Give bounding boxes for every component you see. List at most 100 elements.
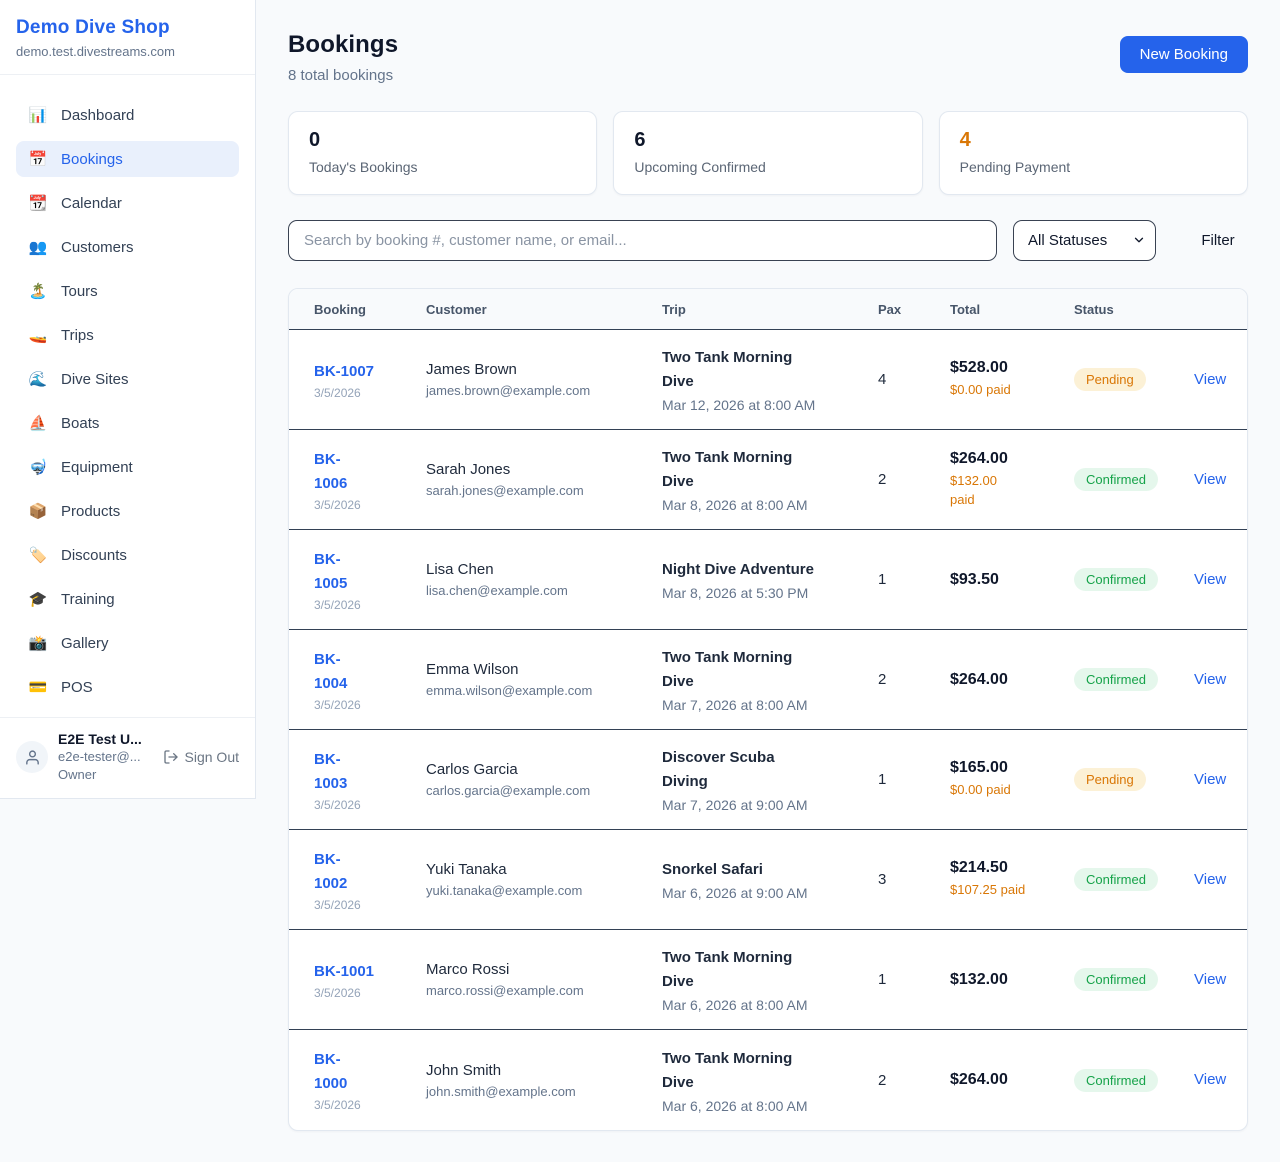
paid-amount: $107.25 paid [950,882,1026,898]
sidebar-item-label: Trips [61,326,94,344]
view-link[interactable]: View [1194,970,1227,988]
booking-id-link[interactable]: BK- 1004 [314,650,348,692]
trip-cell: Snorkel Safari Mar 6, 2026 at 9:00 AM [662,858,878,901]
stat-label: Today's Bookings [309,159,418,175]
page-title: Bookings [288,31,399,58]
stat-value: 6 [634,129,646,151]
trip-name: Two Tank Morning Dive [662,949,793,990]
sidebar-item-equipment[interactable]: 🤿 Equipment [16,449,239,485]
brand-name[interactable]: Demo Dive Shop [16,17,170,38]
total-cell: $132.00 [950,971,1074,989]
booking-id-link[interactable]: BK- 1005 [314,550,348,592]
sign-out-label: Sign Out [184,749,239,766]
pax-count: 1 [878,971,887,988]
customer-cell: Sarah Jones sarah.jones@example.com [426,461,662,498]
table-row: BK- 1000 3/5/2026 John Smith john.smith@exa… [289,1030,1247,1130]
total-cell: $93.50 [950,571,1074,589]
stat-card-pending-payment: 4 Pending Payment [938,111,1248,195]
credit-card-icon: 💳 [28,679,48,696]
actions-cell: View [1194,771,1231,789]
total-amount: $264.00 [950,670,1008,688]
sidebar-item-customers[interactable]: 👥 Customers [16,229,239,265]
view-link[interactable]: View [1194,470,1227,488]
booking-id-link[interactable]: BK- 1002 [314,850,348,892]
total-amount: $214.50 [950,859,1008,877]
customer-email: carlos.garcia@example.com [426,783,591,798]
user-info: E2E Test U... e2e-tester@... Owner [58,730,142,784]
search-input[interactable] [288,220,997,261]
sidebar-item-dive-sites[interactable]: 🌊 Dive Sites [16,361,239,397]
stat-card-upcoming-confirmed: 6 Upcoming Confirmed [613,111,923,195]
total-amount: $132.00 [950,970,1008,988]
view-link[interactable]: View [1194,570,1227,588]
view-link[interactable]: View [1194,370,1227,388]
customer-email: marco.rossi@example.com [426,983,584,998]
sidebar-item-trips[interactable]: 🚤 Trips [16,317,239,353]
customer-cell: Emma Wilson emma.wilson@example.com [426,661,662,698]
booking-date: 3/5/2026 [314,697,361,712]
table-row: BK-1001 3/5/2026 Marco Rossi marco.rossi@ex… [289,930,1247,1030]
paid-amount: $0.00 paid [950,382,1011,398]
sidebar-item-label: Equipment [61,458,133,476]
customer-name: Carlos Garcia [426,761,518,778]
booking-cell: BK- 1003 3/5/2026 [314,748,426,812]
filter-button[interactable]: Filter [1201,232,1235,249]
trip-name: Two Tank Morning Dive [662,349,793,390]
booking-id-link[interactable]: BK- 1006 [314,450,348,492]
actions-cell: View [1194,671,1231,689]
booking-date: 3/5/2026 [314,985,361,1000]
view-link[interactable]: View [1194,1071,1227,1088]
trip-name: Night Dive Adventure [662,561,814,578]
view-link[interactable]: View [1194,670,1227,688]
status-badge: Confirmed [1074,868,1158,891]
user-icon [25,749,39,765]
customer-name: Lisa Chen [426,561,494,578]
booking-cell: BK-1007 3/5/2026 [314,360,426,400]
total-amount: $165.00 [950,759,1008,777]
trip-name: Two Tank Morning Dive [662,449,793,490]
stat-label: Pending Payment [959,159,1071,175]
user-role: Owner [58,767,97,783]
wave-icon: 🌊 [28,371,48,388]
pax-count: 3 [878,871,887,888]
booking-id-link[interactable]: BK- 1000 [314,1051,348,1092]
diving-mask-icon: 🤿 [28,459,48,476]
new-booking-button[interactable]: New Booking [1119,36,1248,73]
booking-id-link[interactable]: BK-1007 [314,362,375,380]
brand-block: Demo Dive Shop demo.test.divestreams.com [0,0,255,75]
sidebar-item-boats[interactable]: ⛵ Boats [16,405,239,441]
sidebar-item-discounts[interactable]: 🏷️ Discounts [16,537,239,573]
sidebar-item-pos[interactable]: 💳 POS [16,669,239,705]
calendar-icon: 📆 [28,195,48,212]
trip-datetime: Mar 6, 2026 at 8:00 AM [662,997,808,1013]
sidebar-item-dashboard[interactable]: 📊 Dashboard [16,97,239,133]
view-link[interactable]: View [1194,770,1227,788]
status-cell: Confirmed [1074,568,1194,591]
total-cell: $264.00 [950,671,1074,689]
trip-datetime: Mar 6, 2026 at 8:00 AM [662,1097,808,1114]
customer-name: Emma Wilson [426,661,519,678]
column-header-trip: Trip [662,301,686,317]
sidebar-item-products[interactable]: 📦 Products [16,493,239,529]
booking-id-link[interactable]: BK- 1003 [314,750,348,792]
view-link[interactable]: View [1194,870,1227,888]
actions-cell: View [1194,971,1231,989]
people-icon: 👥 [28,239,48,256]
sidebar-item-label: Gallery [61,634,109,652]
total-cell: $214.50 $107.25 paid [950,859,1074,900]
status-cell: Pending [1074,368,1194,391]
booking-id-link[interactable]: BK-1001 [314,962,375,980]
sidebar-item-training[interactable]: 🎓 Training [16,581,239,617]
sidebar-item-calendar[interactable]: 📆 Calendar [16,185,239,221]
status-badge: Pending [1074,368,1146,391]
trip-cell: Two Tank Morning Dive Mar 6, 2026 at 8:00… [662,1047,878,1114]
column-header-total: Total [950,301,981,317]
sign-out-button[interactable]: Sign Out [163,749,239,765]
sidebar-item-bookings[interactable]: 📅 Bookings [16,141,239,177]
sidebar-item-gallery[interactable]: 📸 Gallery [16,625,239,661]
customer-email: yuki.tanaka@example.com [426,883,583,898]
sidebar-item-tours[interactable]: 🏝️ Tours [16,273,239,309]
sidebar-item-label: Bookings [61,150,123,168]
status-filter-select[interactable]: All Statuses [1013,220,1156,261]
